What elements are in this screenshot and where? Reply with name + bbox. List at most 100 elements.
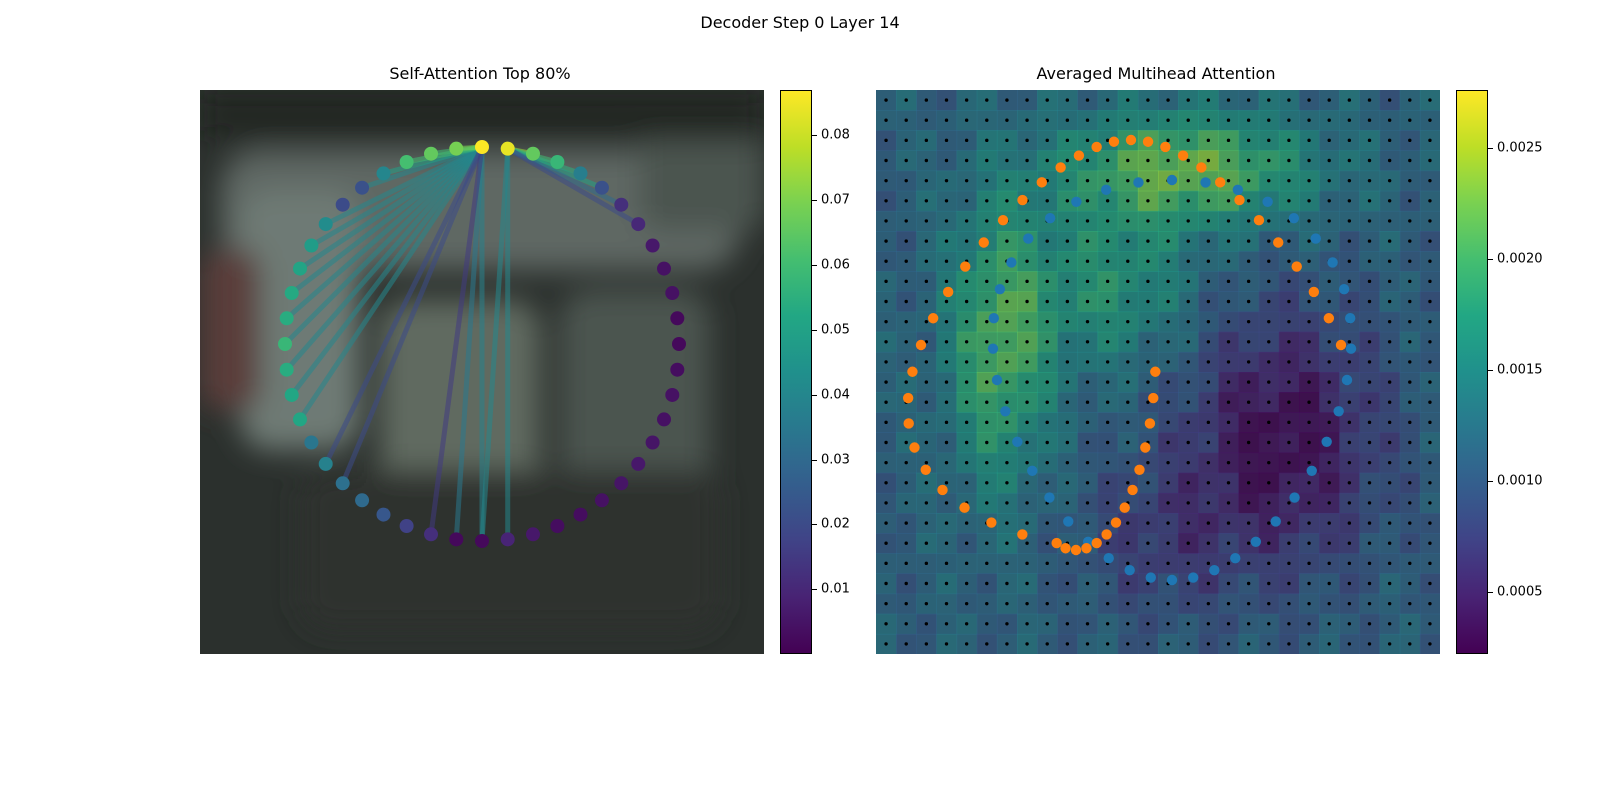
grid-dot	[985, 601, 989, 606]
grid-dot	[1065, 360, 1070, 364]
grid-dot	[1267, 118, 1271, 122]
grid-dot	[1206, 521, 1211, 525]
grid-dot	[985, 460, 989, 465]
grid-dot	[964, 178, 969, 183]
grid-dot	[985, 360, 989, 364]
grid-dot	[1186, 118, 1190, 122]
grid-dot	[1025, 400, 1029, 404]
grid-dot	[1146, 219, 1150, 223]
grid-dot	[1126, 199, 1130, 203]
right-colorbar-tick-label: 0.0015	[1497, 362, 1543, 378]
grid-dot	[884, 219, 888, 223]
blue-point	[1344, 312, 1356, 324]
grid-dot	[1428, 138, 1432, 143]
grid-dot	[964, 561, 969, 566]
grid-dot	[1367, 360, 1372, 364]
grid-dot	[1226, 642, 1231, 646]
grid-dot	[1085, 481, 1090, 485]
grid-dot	[1287, 601, 1291, 606]
grid-dot	[1428, 380, 1432, 384]
grid-dot	[1206, 642, 1211, 646]
grid-dot	[1025, 541, 1029, 545]
grid-dot	[1105, 601, 1110, 606]
orange-point	[1101, 529, 1112, 540]
grid-dot	[1105, 299, 1110, 304]
grid-dot	[1246, 481, 1251, 485]
grid-dot	[1065, 460, 1070, 465]
grid-dot	[1045, 118, 1049, 122]
grid-dot	[1126, 98, 1130, 102]
grid-dot	[1428, 561, 1432, 566]
grid-dot	[1246, 138, 1251, 143]
grid-dot	[1126, 642, 1130, 646]
grid-dot	[1347, 642, 1352, 646]
grid-dot	[1347, 400, 1352, 404]
grid-dot	[1267, 138, 1271, 143]
blue-point	[1333, 406, 1344, 417]
right-colorbar-tick-label: 0.0010	[1497, 473, 1543, 489]
orange-point	[1070, 544, 1082, 556]
orange-point	[1091, 537, 1102, 549]
grid-dot	[1428, 219, 1432, 223]
grid-dot	[884, 118, 888, 122]
query-point	[670, 311, 685, 326]
grid-dot	[1085, 622, 1090, 626]
grid-dot	[1045, 581, 1049, 586]
query-point	[525, 146, 540, 161]
grid-dot	[1166, 601, 1170, 606]
grid-dot	[1206, 460, 1211, 465]
grid-dot	[1186, 521, 1190, 525]
grid-dot	[985, 219, 989, 223]
grid-dot	[964, 521, 969, 525]
grid-dot	[1246, 581, 1251, 586]
grid-dot	[944, 138, 949, 143]
grid-dot	[1246, 400, 1251, 404]
grid-dot	[924, 400, 929, 404]
grid-dot	[1267, 561, 1271, 566]
query-point	[475, 140, 489, 154]
orange-point	[1036, 177, 1047, 188]
grid-dot	[904, 622, 908, 626]
grid-dot	[1327, 239, 1331, 243]
grid-dot	[1367, 279, 1372, 284]
grid-dot	[1246, 420, 1251, 425]
grid-dot	[944, 118, 949, 122]
blue-point	[1187, 572, 1199, 583]
grid-dot	[1347, 138, 1352, 143]
grid-dot	[944, 178, 949, 183]
grid-dot	[1387, 360, 1392, 364]
grid-dot	[1126, 219, 1130, 223]
grid-dot	[985, 380, 989, 384]
grid-dot	[884, 178, 888, 183]
grid-dot	[1408, 138, 1412, 143]
grid-dot	[924, 219, 929, 223]
grid-dot	[1246, 98, 1251, 102]
grid-dot	[1005, 319, 1009, 324]
grid-dot	[1126, 400, 1130, 404]
left-colorbar-tick-label: 0.08	[821, 127, 850, 143]
grid-dot	[1367, 319, 1372, 324]
grid-dot	[1085, 521, 1090, 525]
grid-dot	[1045, 460, 1049, 465]
grid-dot	[1186, 380, 1190, 384]
grid-dot	[1025, 118, 1029, 122]
grid-dot	[1126, 319, 1130, 324]
grid-dot	[884, 581, 888, 586]
grid-dot	[1267, 360, 1271, 364]
grid-dot	[944, 601, 949, 606]
grid-dot	[1387, 219, 1392, 223]
grid-dot	[1428, 199, 1432, 203]
grid-dot	[1387, 199, 1392, 203]
grid-dot	[1287, 420, 1291, 425]
grid-dot	[1146, 501, 1150, 505]
grid-dot	[944, 440, 949, 445]
grid-dot	[944, 460, 949, 465]
grid-dot	[1186, 279, 1190, 284]
grid-dot	[884, 98, 888, 102]
orange-point	[1110, 517, 1122, 528]
query-point	[355, 493, 370, 508]
grid-dot	[1428, 581, 1432, 586]
grid-dot	[1226, 98, 1231, 102]
grid-dot	[1327, 380, 1331, 384]
blue-point	[1166, 574, 1178, 586]
